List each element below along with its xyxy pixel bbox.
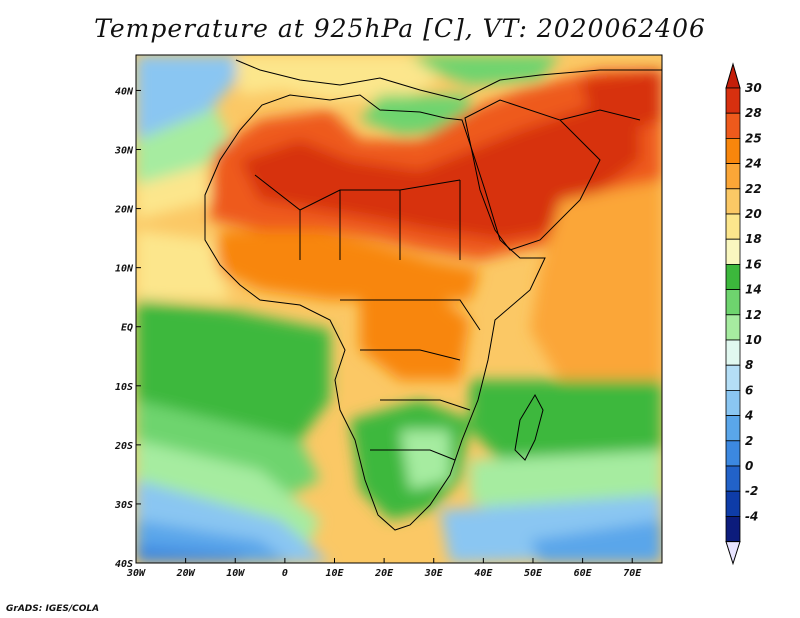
y-tick-label: 20N bbox=[114, 205, 134, 216]
y-tick-label: 30N bbox=[114, 146, 134, 157]
colorbar-swatch bbox=[725, 314, 741, 341]
colorbar-swatch bbox=[725, 440, 741, 467]
x-tick-label: 10E bbox=[325, 568, 344, 579]
colorbar-label: -4 bbox=[745, 509, 758, 523]
y-tick-label: EQ bbox=[121, 323, 133, 334]
x-axis: 30W 20W 10W 0 10E 20E 30E 40E 50E 60E 70E bbox=[126, 558, 642, 579]
colorbar-swatch bbox=[725, 213, 741, 240]
colorbar-label: 0 bbox=[745, 459, 753, 473]
coastlines bbox=[204, 59, 662, 531]
x-tick-label: 30W bbox=[126, 568, 146, 579]
colorbar-swatch bbox=[725, 415, 741, 442]
colorbar-label: 12 bbox=[745, 308, 762, 322]
colorbar-label: 8 bbox=[745, 358, 753, 372]
grads-credit: GrADS: IGES/COLA bbox=[6, 604, 100, 614]
colorbar-label: 30 bbox=[745, 81, 762, 95]
colorbar-swatch bbox=[725, 238, 741, 265]
colorbar-swatch bbox=[725, 339, 741, 366]
colorbar-label: -2 bbox=[745, 484, 758, 498]
colorbar-swatch bbox=[725, 188, 741, 215]
y-tick-label: 40N bbox=[115, 86, 134, 97]
colorbar-swatch bbox=[725, 163, 741, 190]
colorbar-label: 16 bbox=[745, 257, 762, 271]
colorbar-swatch bbox=[725, 490, 741, 517]
x-tick-label: 10W bbox=[226, 568, 245, 579]
colorbar-swatch bbox=[725, 389, 741, 416]
colorbar-swatch bbox=[725, 137, 741, 164]
colorbar-swatch bbox=[725, 87, 741, 114]
y-tick-label: 20S bbox=[114, 441, 133, 452]
colorbar-label: 10 bbox=[745, 333, 762, 347]
y-axis: 40N 30N 20N 10N EQ 10S 20S 30S 40S bbox=[114, 86, 141, 570]
colorbar-swatch bbox=[725, 289, 741, 316]
map-title: Temperature at 925hPa [C], VT: 202006240… bbox=[94, 14, 706, 43]
y-tick-label: 10N bbox=[115, 264, 134, 275]
colorbar-swatch bbox=[725, 364, 741, 391]
colorbar-bottom-arrow bbox=[725, 541, 741, 566]
colorbar-swatch bbox=[725, 112, 741, 139]
colorbar-label: 18 bbox=[745, 232, 762, 246]
colorbar-swatch bbox=[725, 263, 741, 290]
colorbar-label: 24 bbox=[745, 157, 762, 171]
colorbar-label: 28 bbox=[745, 106, 762, 120]
x-tick-label: 60E bbox=[574, 568, 593, 579]
colorbar-label: 6 bbox=[745, 383, 753, 397]
colorbar-label: 14 bbox=[745, 283, 762, 297]
plot-frame bbox=[135, 54, 663, 564]
y-tick-label: 30S bbox=[114, 500, 133, 511]
x-tick-label: 50E bbox=[524, 568, 543, 579]
colorbar-swatch bbox=[725, 465, 741, 492]
y-tick-label: 10S bbox=[115, 382, 133, 393]
colorbar-label: 25 bbox=[745, 131, 762, 145]
x-tick-label: 20E bbox=[374, 568, 394, 579]
x-tick-label: 20W bbox=[176, 568, 196, 579]
colorbar-label: 4 bbox=[744, 409, 753, 423]
x-tick-label: 70E bbox=[623, 568, 642, 579]
colorbar-label: 20 bbox=[745, 207, 762, 221]
colorbar-label: 22 bbox=[745, 182, 762, 196]
x-tick-label: 40E bbox=[474, 568, 493, 579]
x-tick-label: 0 bbox=[282, 568, 288, 579]
colorbar-swatch bbox=[725, 516, 741, 543]
y-tick-label: 40S bbox=[115, 559, 133, 570]
x-tick-label: 30E bbox=[424, 568, 444, 579]
colorbar-top-arrow bbox=[725, 62, 741, 89]
colorbar-label: 2 bbox=[745, 434, 753, 448]
temperature-field bbox=[136, 55, 662, 563]
